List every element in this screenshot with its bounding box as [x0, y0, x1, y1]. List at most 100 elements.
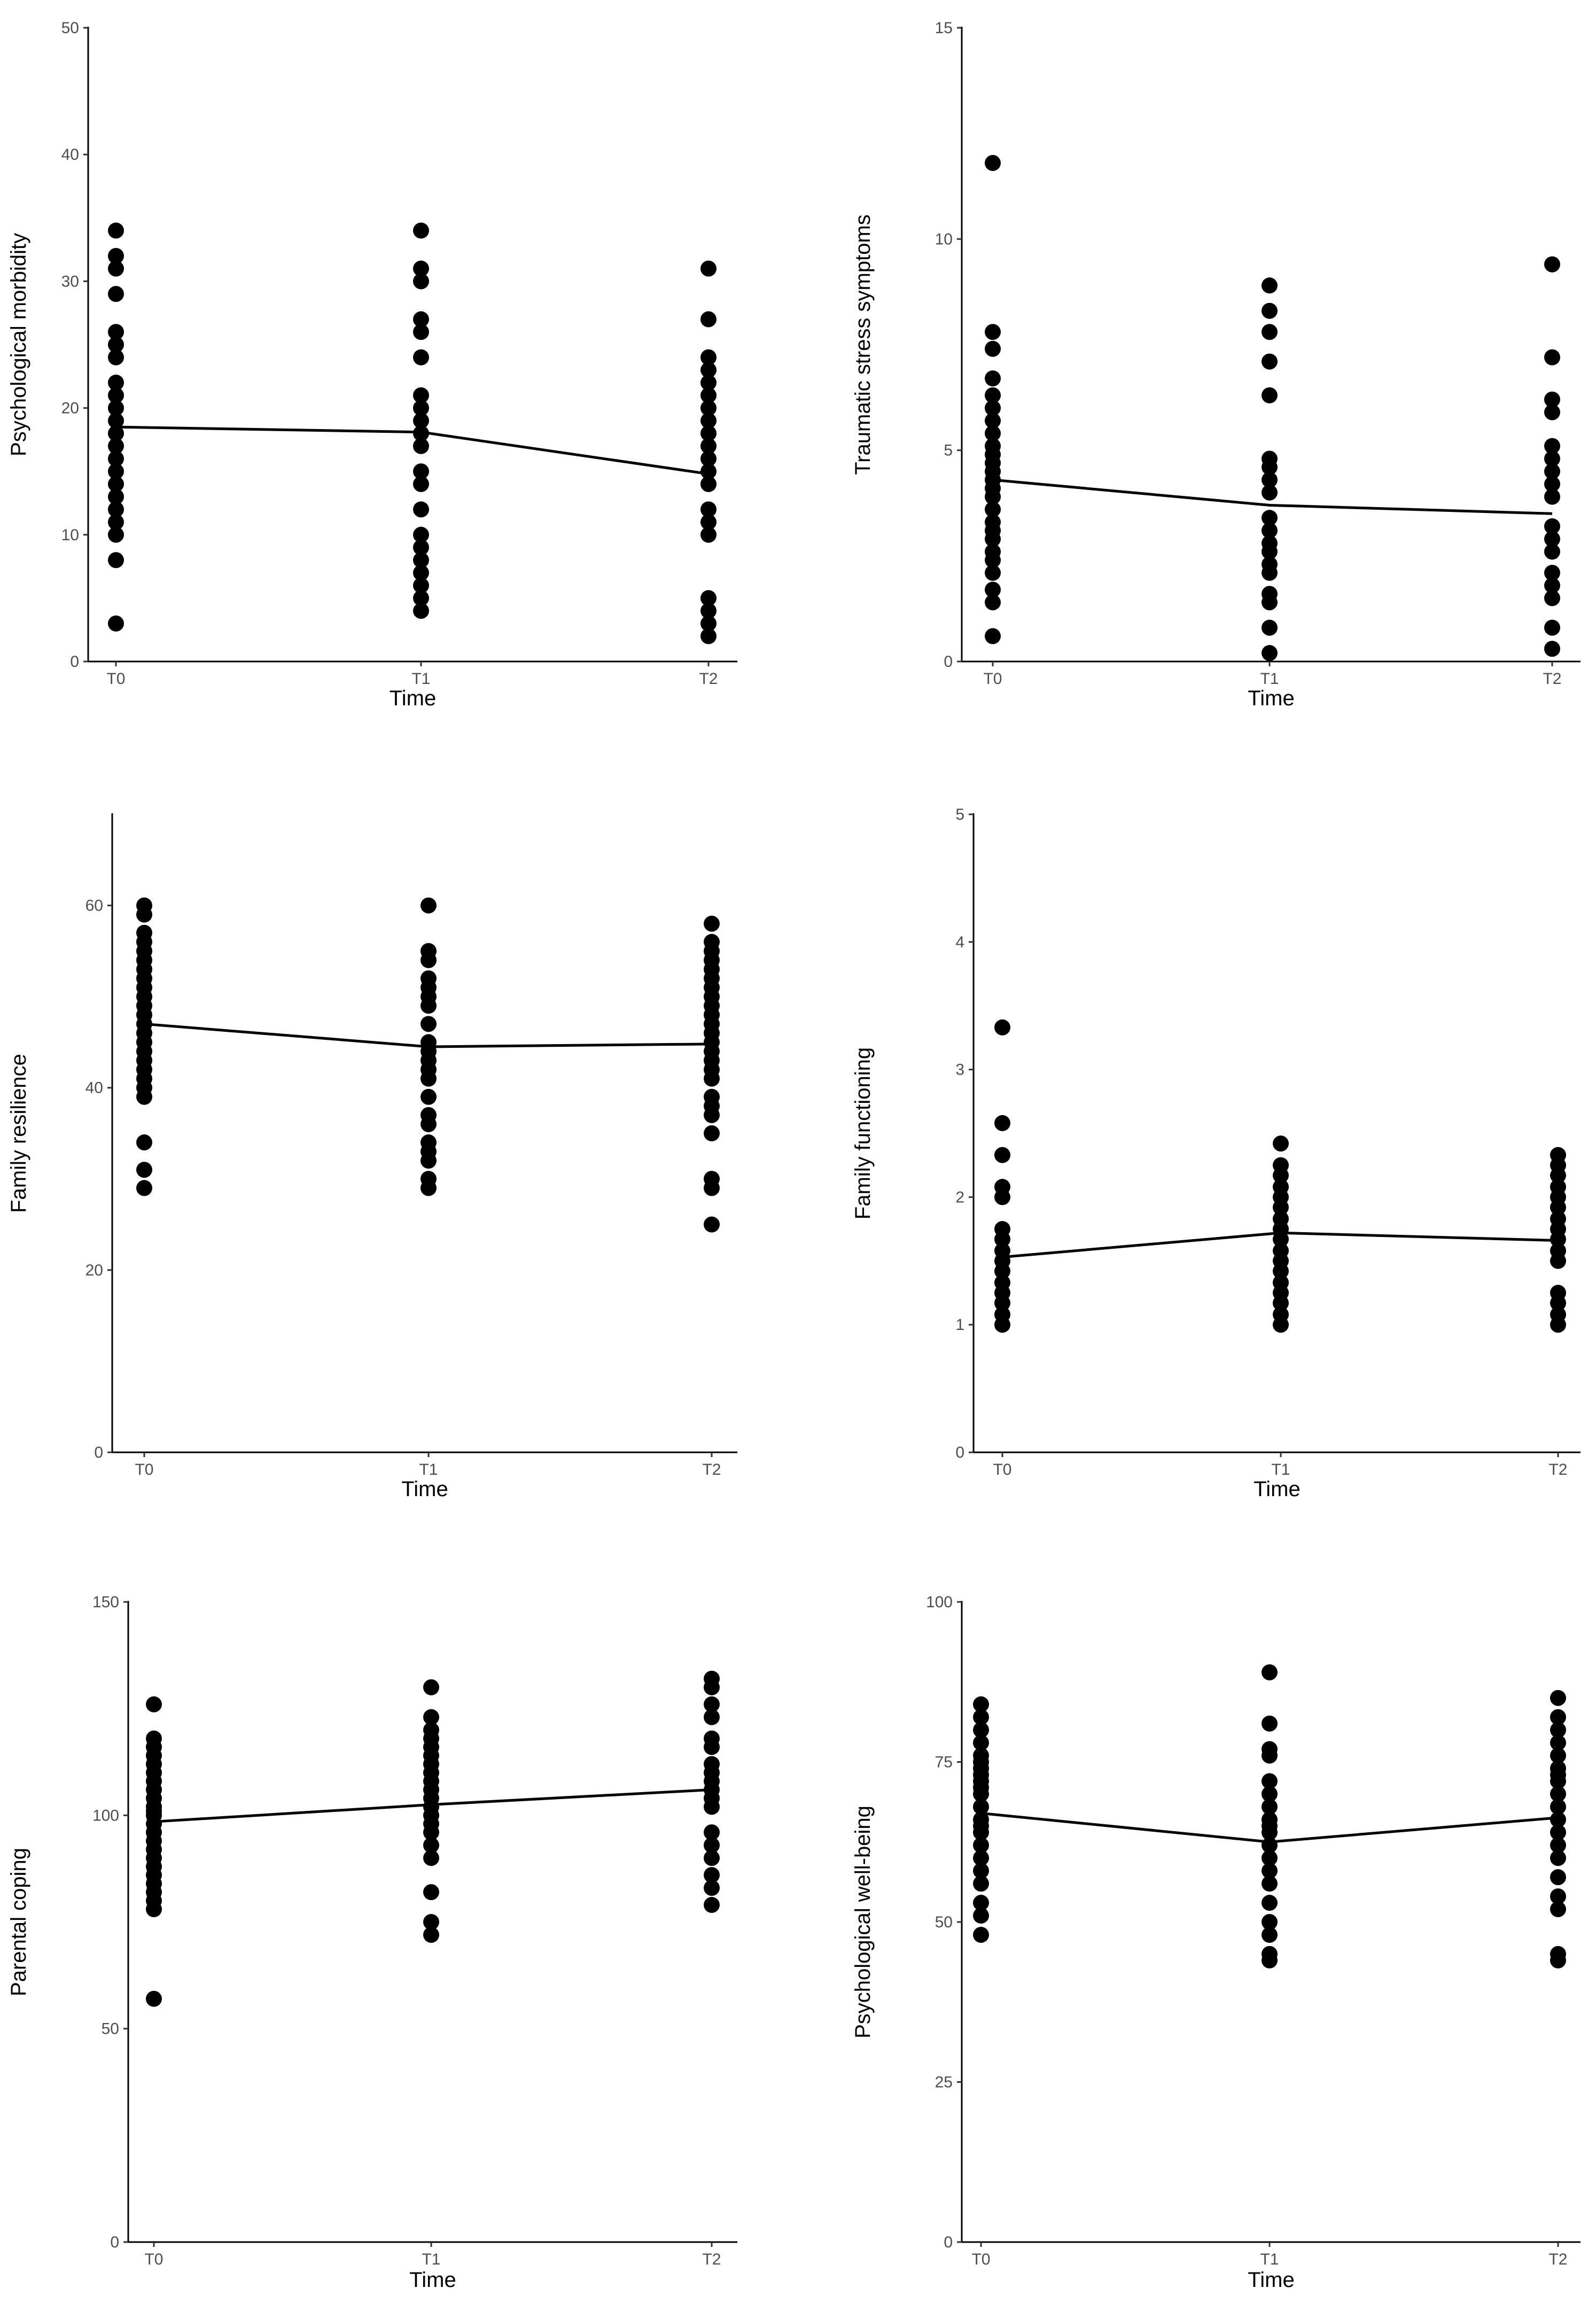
data-point	[1262, 1850, 1278, 1866]
y-tick-label: 40	[61, 146, 79, 164]
data-point	[1262, 324, 1278, 340]
data-point	[704, 1897, 720, 1913]
x-tick-label: T1	[419, 1461, 438, 1479]
y-axis-title: Family resilience	[7, 1054, 30, 1213]
panel-4: 0 1 2 3 4 5 T0 T1 T2 Time Family functioning	[851, 806, 1581, 1501]
data-point	[136, 1134, 152, 1151]
data-point	[704, 1867, 720, 1884]
data-point	[108, 324, 124, 340]
data-point	[413, 463, 429, 480]
data-point	[413, 413, 429, 429]
data-point	[421, 1171, 437, 1187]
data-point	[108, 413, 124, 429]
data-point	[700, 463, 717, 480]
data-point	[413, 603, 429, 619]
data-point	[994, 1019, 1010, 1036]
data-point	[704, 1730, 720, 1747]
data-point	[1262, 645, 1278, 662]
data-point	[413, 552, 429, 569]
y-tick-label: 2	[955, 1188, 964, 1206]
x-tick-label: T1	[411, 670, 430, 688]
data-point	[1262, 1664, 1278, 1680]
data-point	[108, 501, 124, 518]
data-point	[1550, 1824, 1566, 1841]
data-point	[1544, 488, 1560, 505]
data-point	[985, 543, 1001, 560]
mean-line	[115, 425, 709, 476]
data-point	[1544, 619, 1560, 636]
data-point	[1544, 590, 1560, 606]
data-point	[1262, 1786, 1278, 1802]
data-point	[413, 387, 429, 403]
data-point	[1550, 1147, 1566, 1163]
data-point	[421, 1088, 437, 1105]
x-tick-label: T2	[699, 670, 718, 688]
data-point	[994, 1115, 1010, 1131]
data-point	[973, 1908, 989, 1924]
data-point	[1544, 531, 1560, 547]
data-point	[108, 286, 124, 302]
data-point	[1550, 1946, 1566, 1962]
data-point	[108, 552, 124, 569]
data-point	[1273, 1274, 1289, 1291]
data-point	[704, 1837, 720, 1854]
data-point	[421, 1016, 437, 1032]
data-point	[413, 438, 429, 454]
data-point	[1544, 543, 1560, 560]
data-point	[1544, 450, 1560, 467]
y-tick-label: 40	[85, 1079, 103, 1097]
y-tick-label: 25	[935, 2074, 953, 2091]
data-point	[423, 1679, 439, 1695]
data-point	[421, 943, 437, 959]
data-point	[704, 1670, 720, 1687]
data-point	[704, 1709, 720, 1725]
x-axis-title: Time	[390, 687, 436, 710]
data-point	[108, 615, 124, 632]
panel-2: 0 5 10 15 T0 T1 T2 Time Traumatic stress symptom…	[851, 19, 1581, 710]
data-point	[1262, 387, 1278, 403]
y-tick-label: 100	[92, 1807, 119, 1824]
data-point	[994, 1274, 1010, 1291]
data-point	[1262, 522, 1278, 539]
data-point	[1550, 1285, 1566, 1301]
y-axis-title: Family functioning	[851, 1047, 875, 1219]
y-tick-label: 5	[955, 806, 964, 823]
data-point	[136, 924, 152, 941]
x-tick-label: T1	[422, 2251, 440, 2268]
data-point	[973, 1895, 989, 1911]
data-point	[973, 1747, 989, 1764]
data-point	[704, 1216, 720, 1233]
data-point	[1273, 1242, 1289, 1259]
data-point	[423, 1722, 439, 1738]
data-point	[994, 1147, 1010, 1163]
data-point	[994, 1221, 1010, 1238]
data-point	[1262, 1895, 1278, 1911]
x-axis-title: Time	[1248, 2268, 1294, 2292]
data-point	[1544, 518, 1560, 534]
data-point	[1262, 1741, 1278, 1757]
data-point	[704, 1880, 720, 1896]
data-point	[1273, 1210, 1289, 1227]
data-point	[704, 1756, 720, 1772]
data-point	[1550, 1210, 1566, 1227]
data-point	[421, 1134, 437, 1151]
data-point	[1550, 1306, 1566, 1323]
y-tick-label: 75	[935, 1754, 953, 1771]
data-point	[1262, 1773, 1278, 1789]
data-point	[136, 897, 152, 914]
x-axis-title: Time	[401, 1477, 448, 1501]
data-point	[704, 1824, 720, 1841]
data-point	[973, 1799, 989, 1815]
data-point	[1262, 353, 1278, 370]
data-point	[994, 1179, 1010, 1195]
data-point	[704, 915, 720, 932]
data-point	[700, 476, 717, 492]
panel-1: 0 10 20 30 40 50 T0 T1 T2 Time Psychological morbi…	[7, 19, 737, 710]
data-point	[413, 476, 429, 492]
x-tick-label: T0	[135, 1461, 153, 1479]
data-point	[413, 311, 429, 328]
data-point	[413, 273, 429, 290]
data-point	[421, 970, 437, 987]
data-point	[700, 590, 717, 606]
data-point	[700, 425, 717, 442]
